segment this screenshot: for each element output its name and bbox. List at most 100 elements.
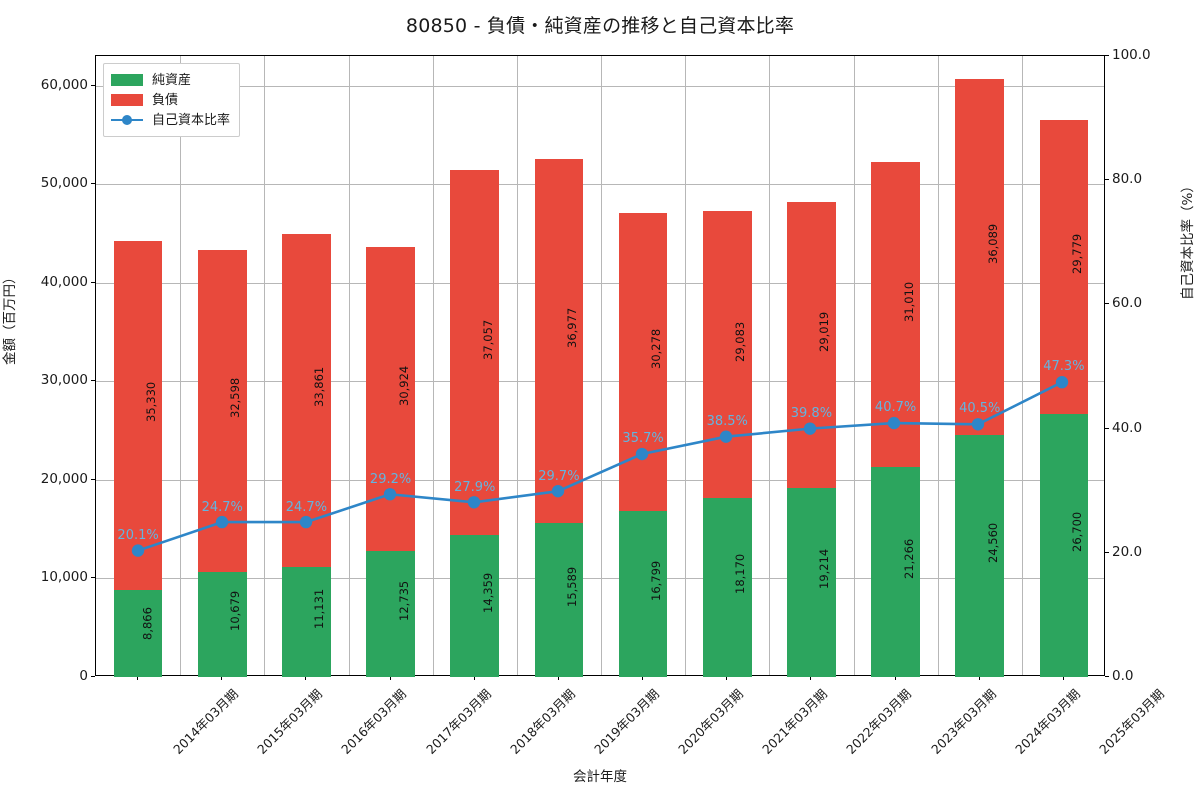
y-axis-left-tick [91, 676, 95, 677]
bar-segment-net-assets[interactable]: 8,866 [113, 589, 163, 677]
gridline-vertical [685, 56, 687, 675]
ratio-line-svg [131, 376, 1069, 557]
ratio-value-label: 40.7% [874, 400, 917, 416]
bar-value-label-liabilities: 36,977 [565, 307, 580, 349]
bar-segment-net-assets[interactable]: 10,679 [197, 571, 247, 677]
x-axis-tick [305, 676, 307, 680]
bar-segment-net-assets[interactable]: 15,589 [534, 523, 584, 677]
gridline-vertical [264, 56, 266, 675]
bar-value-label-liabilities: 30,924 [396, 365, 411, 407]
bar-value-label-net-assets: 16,799 [649, 560, 664, 602]
legend-item-equity-ratio[interactable]: 自己資本比率 [111, 110, 230, 130]
bar-segment-net-assets[interactable]: 24,560 [955, 434, 1005, 677]
gridline-vertical [769, 56, 771, 675]
x-axis-tick-label: 2015年03月期 [254, 686, 326, 757]
bar-value-label-net-assets: 8,866 [140, 607, 155, 641]
bar-segment-net-assets[interactable]: 18,170 [702, 497, 752, 677]
bar-segment-net-assets[interactable]: 16,799 [618, 511, 668, 677]
gridline-vertical [348, 56, 350, 675]
legend-line-marker-equity-ratio [111, 114, 143, 126]
y-axis-right-tick-label: 60.0 [1112, 295, 1143, 312]
y-axis-right-tick-label: 20.0 [1112, 543, 1143, 560]
x-axis-title: 会計年度 [573, 769, 627, 785]
y-axis-right-title: 自己資本比率（%） [1180, 179, 1196, 300]
y-axis-right-tick [1105, 303, 1109, 305]
ratio-value-label: 40.5% [959, 401, 1001, 417]
bar-segment-net-assets[interactable]: 11,131 [282, 567, 331, 677]
bar-value-label-net-assets: 15,589 [565, 566, 580, 608]
legend-item-liabilities[interactable]: 負債 [111, 90, 230, 110]
gridline-vertical [601, 56, 602, 675]
chart-legend[interactable]: 純資産 負債 自己資本比率 [103, 63, 241, 137]
bar-segment-liabilities[interactable]: 29,083 [702, 211, 752, 498]
ratio-value-label: 38.5% [706, 413, 748, 429]
x-axis-tick-label: 2025年03月期 [1095, 686, 1167, 757]
y-axis-left-tick-label: 40,000 [40, 273, 88, 290]
y-axis-left-tick-label: 20,000 [40, 470, 88, 487]
x-axis-tick-label: 2023年03月期 [927, 686, 999, 757]
x-axis-tick [221, 676, 223, 680]
bar-value-label-liabilities: 29,083 [733, 321, 748, 362]
gridline-horizontal [96, 282, 1104, 284]
bar-value-label-net-assets: 26,700 [1070, 512, 1085, 553]
x-axis-tick-label: 2022年03月期 [843, 686, 915, 757]
ratio-value-label: 24.7% [201, 499, 243, 515]
ratio-value-label: 24.7% [285, 499, 328, 515]
plot-area: 8,866 35,330 10,679 32,598 11,131 33,861 12,73… [95, 55, 1105, 677]
x-axis-tick [642, 676, 644, 680]
y-axis-right-tick [1105, 427, 1109, 429]
y-axis-left-tick-label: 30,000 [40, 372, 88, 389]
ratio-value-label: 29.2% [369, 471, 412, 487]
legend-item-net-assets[interactable]: 純資産 [111, 70, 230, 90]
bar-value-label-liabilities: 33,861 [312, 367, 327, 408]
bar-segment-liabilities[interactable]: 31,010 [871, 161, 920, 468]
x-axis-tick [894, 676, 896, 680]
legend-swatch-liabilities [111, 94, 143, 106]
x-axis-tick [810, 676, 812, 680]
bar-segment-net-assets[interactable]: 12,735 [366, 551, 415, 677]
bar-segment-liabilities[interactable]: 30,924 [366, 246, 415, 552]
x-axis-tick [1062, 676, 1064, 680]
bar-value-label-net-assets: 19,214 [817, 549, 832, 590]
y-axis-right-tick [1105, 55, 1109, 56]
gridline-vertical [853, 56, 855, 675]
y-axis-right-tick [1105, 179, 1109, 181]
gridline-horizontal [96, 85, 1104, 87]
x-axis-tick [137, 676, 139, 680]
bar-value-label-liabilities: 35,330 [144, 382, 159, 423]
bar-value-label-liabilities: 36,089 [985, 223, 1000, 265]
bar-value-label-net-assets: 14,359 [480, 572, 495, 614]
bar-value-label-liabilities: 29,779 [1070, 233, 1085, 275]
x-axis-tick-label: 2021年03月期 [759, 686, 831, 757]
ratio-value-label: 27.9% [454, 479, 496, 495]
bar-segment-net-assets[interactable]: 26,700 [1039, 413, 1089, 677]
bar-value-label-liabilities: 30,278 [649, 328, 664, 370]
bar-segment-liabilities[interactable]: 32,598 [197, 250, 247, 572]
bar-segment-liabilities[interactable]: 29,019 [787, 201, 836, 488]
bar-value-label-liabilities: 32,598 [228, 377, 243, 419]
gridline-horizontal [96, 184, 1104, 186]
x-axis-tick-label: 2019年03月期 [590, 686, 662, 757]
gridline-vertical [516, 56, 518, 675]
bar-value-label-net-assets: 21,266 [901, 538, 916, 580]
gridline-horizontal [96, 578, 1104, 580]
bar-segment-net-assets[interactable]: 19,214 [787, 487, 836, 677]
gridline-vertical [180, 56, 182, 675]
bar-segment-net-assets[interactable]: 21,266 [871, 467, 920, 677]
bar-segment-liabilities[interactable]: 33,861 [282, 233, 331, 568]
bar-segment-net-assets[interactable]: 14,359 [450, 535, 500, 677]
ratio-value-label: 35.7% [622, 431, 664, 447]
y-axis-right-tick-label: 40.0 [1112, 419, 1143, 436]
gridline-vertical [937, 56, 939, 675]
bar-value-label-liabilities: 31,010 [901, 281, 916, 322]
legend-label-liabilities: 負債 [152, 92, 179, 108]
bar-value-label-net-assets: 10,679 [228, 591, 243, 632]
bar-segment-liabilities[interactable]: 36,089 [955, 79, 1005, 435]
bar-segment-liabilities[interactable]: 30,278 [618, 212, 668, 512]
x-axis-tick [557, 676, 559, 680]
ratio-value-label: 29.7% [538, 468, 580, 484]
x-axis-tick [389, 676, 391, 680]
gridline-horizontal [96, 381, 1104, 383]
ratio-value-label: 20.1% [117, 528, 159, 544]
bar-segment-liabilities[interactable]: 29,779 [1039, 120, 1089, 414]
